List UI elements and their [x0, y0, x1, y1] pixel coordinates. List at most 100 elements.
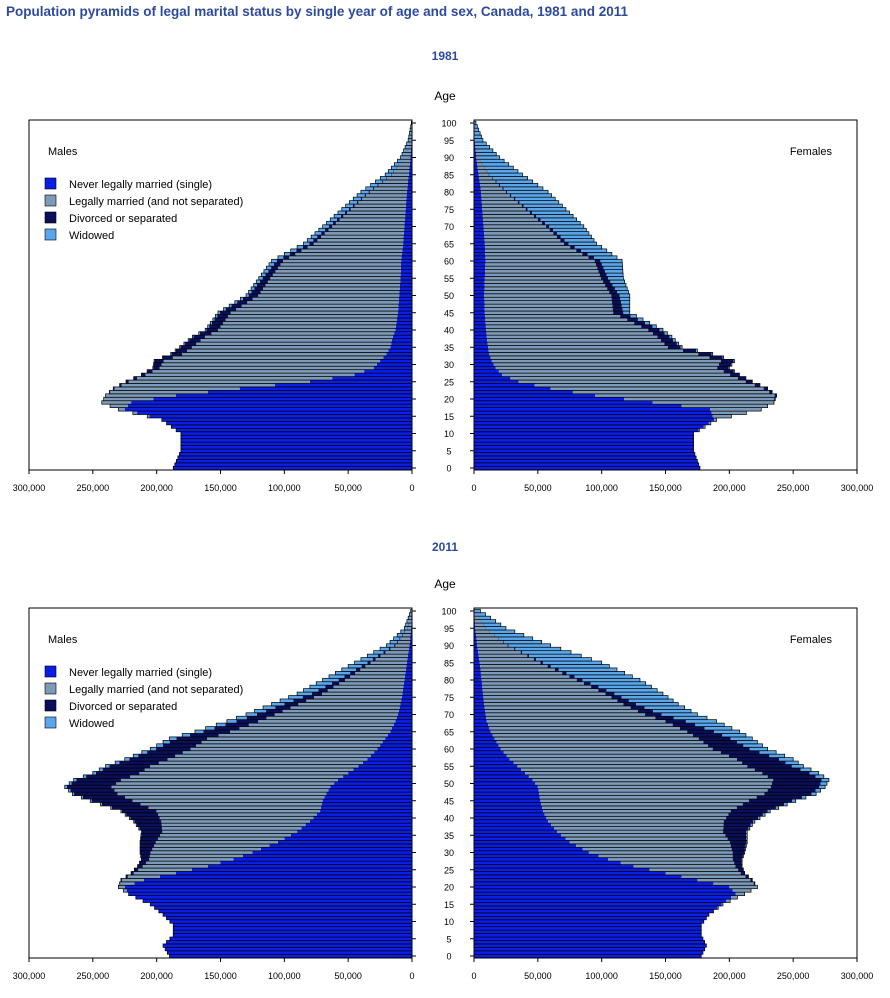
- bar-male-single: [137, 411, 412, 415]
- bar-female-single: [474, 633, 477, 637]
- bar-female-married: [485, 317, 628, 322]
- bar-female-divorced: [583, 681, 591, 686]
- bar-female-single: [474, 733, 493, 737]
- bar-male-divorced: [169, 740, 202, 744]
- bar-female-widowed: [600, 259, 623, 263]
- bar-female-divorced: [732, 857, 742, 862]
- bar-female-married: [486, 331, 653, 336]
- bar-male-single: [171, 424, 412, 429]
- bar-female-divorced: [767, 774, 816, 779]
- bar-male-single: [158, 909, 412, 913]
- bar-male-single: [316, 812, 412, 817]
- bar-male-married: [362, 197, 407, 201]
- bar-male-single: [166, 940, 412, 944]
- bar-male-single: [406, 200, 412, 205]
- bar-female-single: [474, 259, 486, 263]
- bar-male-married: [385, 650, 409, 655]
- bar-male-married: [239, 726, 392, 731]
- year-label-2011: 2011: [431, 540, 459, 554]
- bar-male-single: [411, 141, 412, 146]
- bar-male-single: [398, 300, 412, 305]
- legend-single-swatch: [44, 665, 57, 678]
- bar-male-married: [161, 819, 310, 824]
- bar-female-divorced: [738, 868, 744, 872]
- bar-male-widowed: [179, 345, 181, 349]
- bar-female-divorced: [723, 369, 734, 374]
- bar-female-divorced: [735, 864, 742, 869]
- bar-female-single: [474, 214, 483, 218]
- bar-female-widowed: [652, 324, 657, 329]
- bar-male-single: [392, 338, 412, 343]
- bar-female-single: [474, 750, 504, 755]
- bar-male-divorced: [180, 345, 192, 349]
- bar-female-married: [498, 743, 709, 748]
- bar-female-single: [474, 940, 705, 944]
- bar-male-single: [402, 248, 412, 253]
- bar-male-divorced: [156, 747, 191, 751]
- bar-male-divorced: [153, 362, 162, 367]
- bar-female-single: [474, 466, 700, 470]
- bar-female-widowed: [753, 819, 755, 824]
- legend-single-label: Never legally married (single): [69, 667, 212, 679]
- bar-male-single: [175, 871, 412, 875]
- bar-female-single: [474, 705, 485, 710]
- bar-male-divorced: [74, 792, 118, 796]
- bar-female-widowed: [558, 667, 617, 672]
- bar-female-married: [484, 283, 606, 287]
- bar-male-single: [161, 417, 412, 422]
- bar-female-single: [474, 712, 486, 717]
- bar-female-divorced: [687, 730, 715, 734]
- bar-male-single: [173, 923, 412, 927]
- bar-female-widowed: [815, 774, 824, 779]
- bar-male-divorced: [121, 809, 157, 813]
- bar-female-divorced: [725, 833, 747, 837]
- bar-female-single: [474, 307, 485, 312]
- bar-male-divorced: [129, 757, 168, 762]
- bar-female-married: [485, 269, 599, 274]
- bar-male-single: [326, 792, 412, 796]
- bar-female-divorced: [730, 373, 740, 377]
- bar-male-widowed: [400, 629, 405, 634]
- bar-male-single: [364, 369, 413, 374]
- bar-female-single: [474, 840, 570, 844]
- bar-female-married: [503, 750, 721, 755]
- bar-male-single: [410, 155, 412, 160]
- bar-male-married: [145, 861, 221, 865]
- bar-male-single: [309, 380, 412, 384]
- bar-female-married: [534, 383, 755, 387]
- x-tick-label-males: 0: [409, 971, 414, 981]
- bar-female-widowed: [612, 283, 626, 287]
- bar-male-married: [387, 176, 409, 180]
- bar-male-widowed: [334, 214, 341, 218]
- bar-male-single: [411, 626, 412, 630]
- bar-female-single: [474, 640, 477, 644]
- bar-male-divorced: [109, 390, 111, 394]
- bar-male-single: [406, 197, 412, 201]
- bar-female-married: [721, 902, 723, 906]
- bar-female-single: [474, 224, 484, 229]
- bar-female-divorced: [750, 878, 753, 882]
- bar-female-divorced: [709, 355, 723, 360]
- bar-female-married: [729, 885, 758, 889]
- bar-female-single: [474, 290, 485, 294]
- bar-female-widowed: [621, 304, 630, 308]
- age-tick-label: 55: [444, 274, 454, 284]
- bar-male-widowed: [326, 221, 333, 225]
- bar-female-divorced: [582, 252, 588, 256]
- x-tick-label-females: 150,000: [649, 971, 682, 981]
- bar-male-widowed: [406, 619, 409, 624]
- bar-female-single: [474, 304, 485, 308]
- bar-female-widowed: [574, 245, 602, 249]
- bar-female-divorced: [774, 397, 776, 401]
- bar-male-widowed: [133, 819, 135, 824]
- bar-female-single: [474, 761, 514, 765]
- bar-male-married: [158, 761, 363, 765]
- bar-male-single: [406, 193, 412, 198]
- bar-female-single: [474, 424, 704, 429]
- bar-female-single: [474, 629, 476, 634]
- bar-male-widowed: [297, 245, 303, 249]
- x-tick-label-females: 250,000: [777, 971, 810, 981]
- bar-male-widowed: [207, 324, 210, 329]
- bar-male-single: [398, 297, 412, 301]
- bar-male-widowed: [251, 286, 255, 291]
